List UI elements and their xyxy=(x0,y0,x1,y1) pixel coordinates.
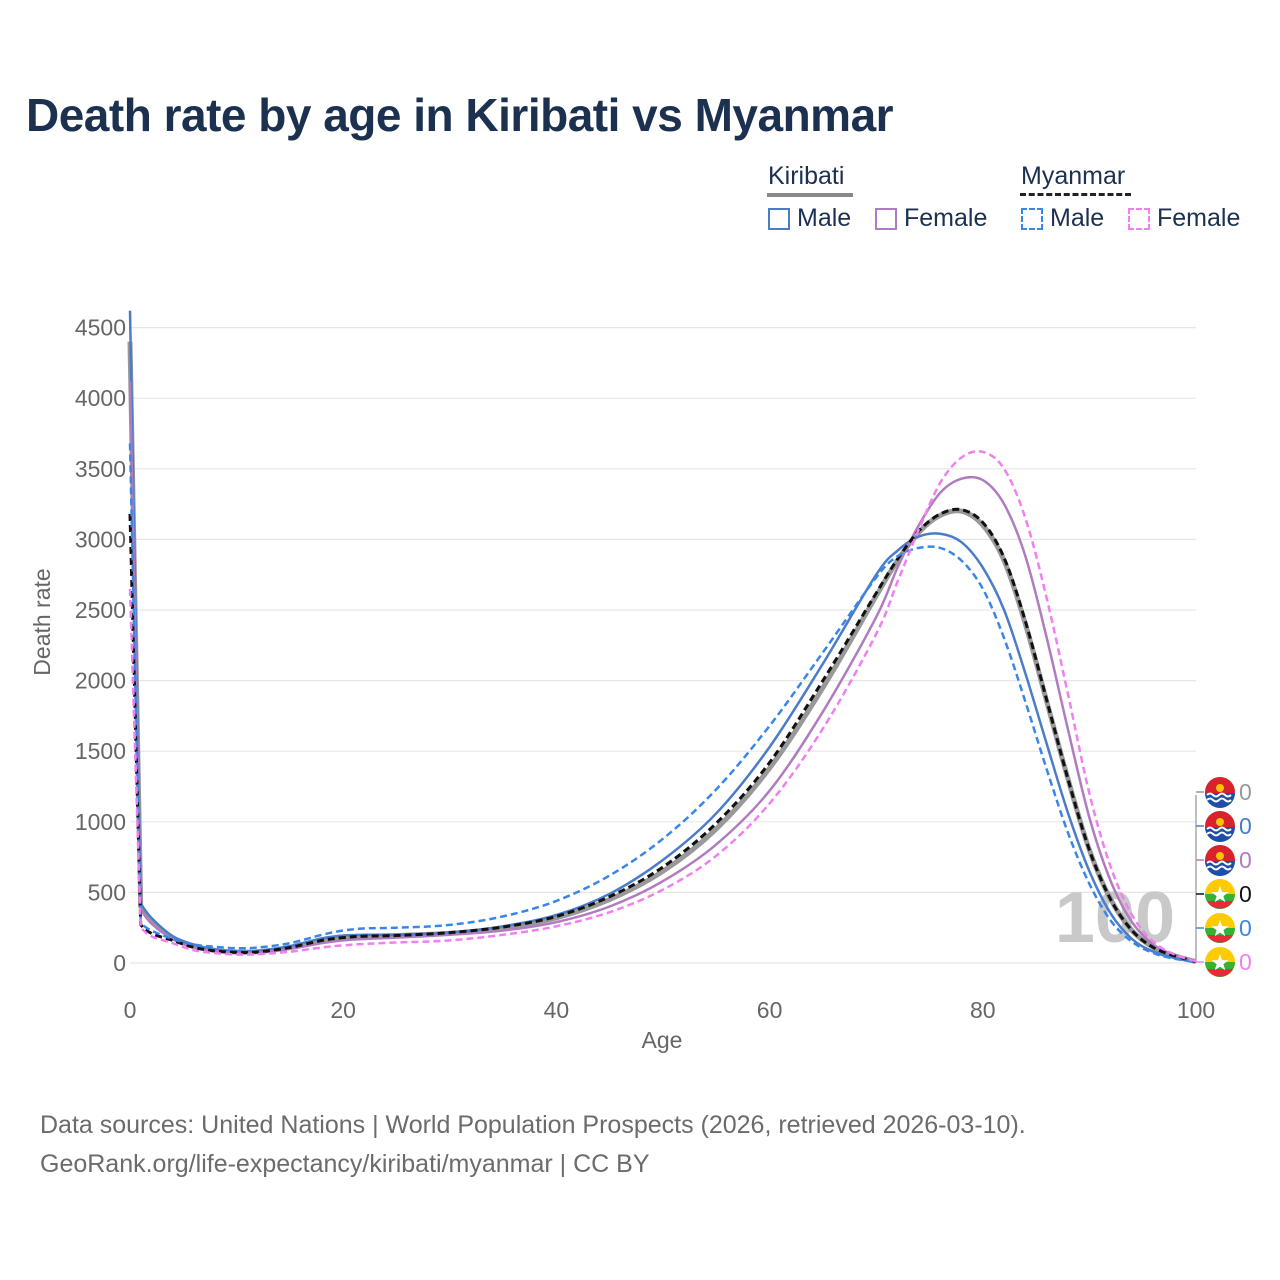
x-tick-label: 100 xyxy=(1177,997,1215,1023)
series-line-myanmar-male[interactable] xyxy=(128,443,1197,964)
series-line-myanmar-female[interactable] xyxy=(128,449,1197,963)
legend-swatch xyxy=(875,207,897,230)
legend-swatch xyxy=(768,207,790,230)
legend-label: Male xyxy=(1050,204,1105,232)
legend-item-myanmar-male[interactable]: Male xyxy=(1021,204,1104,233)
end-marker-kiribati[interactable]: 0 xyxy=(1196,777,1252,808)
legend-label: Male xyxy=(797,204,852,232)
flag-wave xyxy=(1206,797,1232,803)
legend-group-myanmar-swatch xyxy=(1020,193,1131,196)
x-tick-label: 40 xyxy=(544,997,570,1023)
x-tick-label: 0 xyxy=(124,997,137,1023)
flag-sun xyxy=(1216,818,1224,826)
legend-swatch xyxy=(1021,207,1043,230)
flag-sun xyxy=(1216,852,1224,860)
footer-link[interactable]: GeoRank.org/life-expectancy/kiribati/mya… xyxy=(40,1150,650,1178)
flag-wave xyxy=(1206,865,1232,871)
flag-wave xyxy=(1206,792,1232,798)
legend-group-myanmar[interactable]: Myanmar xyxy=(1021,162,1126,190)
y-tick-label: 500 xyxy=(88,879,126,905)
end-marker-kiribati[interactable]: 0 xyxy=(1196,811,1252,842)
y-tick-label: 4000 xyxy=(75,385,126,411)
x-axis-label: Age xyxy=(642,1027,683,1053)
flag-wave xyxy=(1206,826,1232,832)
end-marker-myanmar[interactable]: 0 xyxy=(1196,947,1252,977)
y-axis-label: Death rate xyxy=(29,568,55,675)
legend: Kiribati Male Female Myanmar Male Female xyxy=(0,158,1280,248)
x-tick-labels: 0 20 40 60 80 100 xyxy=(124,997,1216,1023)
end-marker-myanmar[interactable]: 0 xyxy=(1196,879,1252,909)
flag-wave xyxy=(1206,860,1232,866)
y-tick-labels: 0 500 1000 1500 2000 2500 3000 3500 4000 4500 xyxy=(75,315,126,976)
end-marker-myanmar[interactable]: 0 xyxy=(1196,913,1252,943)
flag-red-band xyxy=(1207,901,1233,909)
end-marker-value: 0 xyxy=(1239,779,1252,805)
flag-red-band xyxy=(1207,969,1233,977)
end-marker-kiribati[interactable]: 0 xyxy=(1196,845,1252,876)
legend-label: Female xyxy=(1157,204,1241,232)
y-tick-label: 4500 xyxy=(75,315,126,341)
x-tick-label: 60 xyxy=(757,997,783,1023)
y-tick-label: 2500 xyxy=(75,597,126,623)
y-tick-label: 1000 xyxy=(75,809,126,835)
legend-swatch xyxy=(1128,207,1150,230)
flag-star xyxy=(1211,886,1229,903)
flag-wave xyxy=(1206,831,1232,837)
end-marker-value: 0 xyxy=(1239,881,1252,907)
legend-label: Female xyxy=(904,204,988,232)
footer: Data sources: United Nations | World Pop… xyxy=(40,1106,1026,1184)
x-tick-label: 20 xyxy=(330,997,356,1023)
flag-star xyxy=(1211,920,1229,937)
x-tick-label: 80 xyxy=(970,997,996,1023)
legend-group-kiribati[interactable]: Kiribati xyxy=(768,162,845,190)
flag-sun xyxy=(1216,784,1224,792)
chart-title: Death rate by age in Kiribati vs Myanmar xyxy=(26,89,894,141)
legend-item-myanmar-female[interactable]: Female xyxy=(1128,204,1240,233)
gridlines xyxy=(130,327,1196,964)
y-tick-label: 0 xyxy=(113,950,126,976)
flag-red-band xyxy=(1207,935,1233,943)
series-line-myanmar-total[interactable] xyxy=(128,507,1197,964)
y-tick-label: 1500 xyxy=(75,738,126,764)
y-tick-label: 3500 xyxy=(75,456,126,482)
flag-star xyxy=(1211,954,1229,971)
end-marker-value: 0 xyxy=(1239,847,1252,873)
y-tick-label: 3000 xyxy=(75,526,126,552)
legend-item-kiribati-male[interactable]: Male xyxy=(768,204,851,233)
legend-group-kiribati-swatch xyxy=(767,193,853,197)
end-marker-value: 0 xyxy=(1239,949,1252,975)
series-lines xyxy=(127,310,1197,965)
end-markers: 0 0 0 0 0 0 xyxy=(1195,777,1252,977)
legend-item-kiribati-female[interactable]: Female xyxy=(875,204,987,233)
series-line-kiribati-male[interactable] xyxy=(128,310,1197,964)
end-marker-value: 0 xyxy=(1239,915,1252,941)
footer-source: Data sources: United Nations | World Pop… xyxy=(40,1111,1026,1139)
y-tick-label: 2000 xyxy=(75,668,126,694)
end-marker-value: 0 xyxy=(1239,813,1252,839)
